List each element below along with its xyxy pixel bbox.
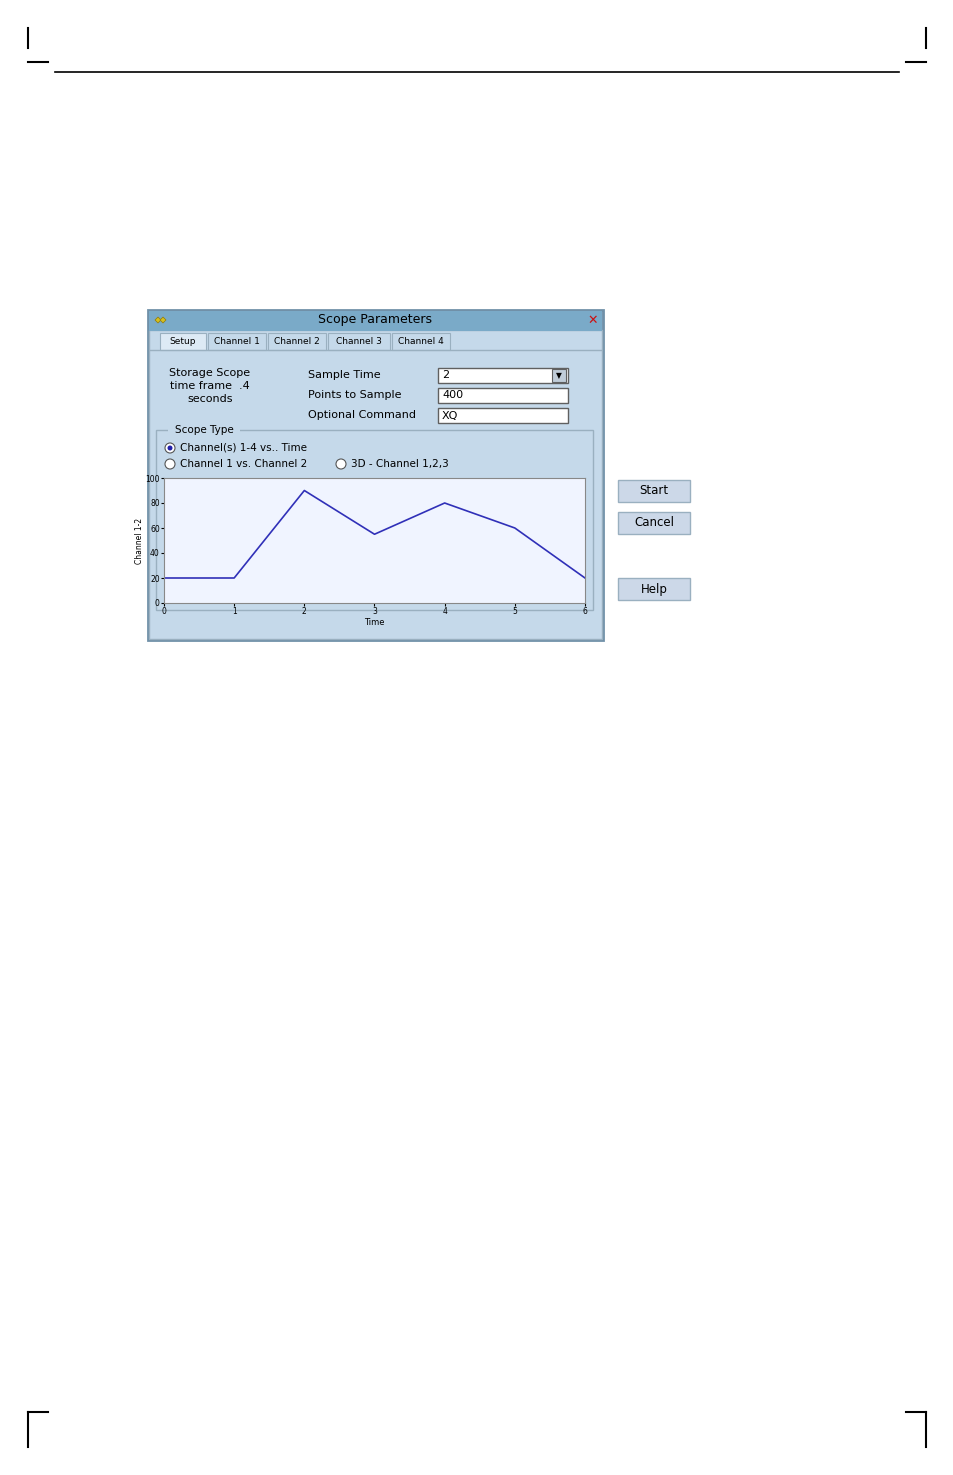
Bar <box>168 425 240 435</box>
Text: ▼: ▼ <box>556 372 561 381</box>
Circle shape <box>165 442 174 453</box>
Bar <box>160 333 206 350</box>
Bar <box>437 409 567 423</box>
Text: Channel 3: Channel 3 <box>335 336 381 347</box>
Bar <box>328 333 390 350</box>
Text: 2: 2 <box>441 370 449 381</box>
Bar <box>268 333 326 350</box>
Text: Sample Time: Sample Time <box>308 370 380 381</box>
Bar <box>437 367 567 384</box>
Text: XQ: XQ <box>441 410 457 420</box>
Text: time frame  .4: time frame .4 <box>170 381 250 391</box>
Bar <box>618 578 689 600</box>
Text: Channel 2: Channel 2 <box>274 336 319 347</box>
Text: Scope Parameters: Scope Parameters <box>318 314 432 326</box>
Text: Channel 4: Channel 4 <box>397 336 443 347</box>
Bar <box>208 333 266 350</box>
Text: Channel(s) 1-4 vs.. Time: Channel(s) 1-4 vs.. Time <box>180 442 307 453</box>
Text: 400: 400 <box>441 391 462 401</box>
Circle shape <box>165 459 174 469</box>
Text: Points to Sample: Points to Sample <box>308 391 401 401</box>
Text: Scope Type: Scope Type <box>174 425 233 435</box>
Bar <box>437 388 567 403</box>
Bar <box>149 330 601 639</box>
Text: Start: Start <box>639 484 668 497</box>
Text: Storage Scope: Storage Scope <box>170 367 251 378</box>
Text: Channel 1 vs. Channel 2: Channel 1 vs. Channel 2 <box>180 459 307 469</box>
Text: Help: Help <box>639 583 667 596</box>
Text: Setup: Setup <box>170 336 196 347</box>
Y-axis label: Channel 1-2: Channel 1-2 <box>134 518 144 563</box>
Circle shape <box>335 459 346 469</box>
Text: 3D - Channel 1,2,3: 3D - Channel 1,2,3 <box>351 459 448 469</box>
Text: Optional Command: Optional Command <box>308 410 416 420</box>
Bar <box>552 369 565 382</box>
Bar <box>156 431 593 611</box>
Bar <box>149 311 601 330</box>
Circle shape <box>168 445 172 450</box>
Bar <box>618 512 689 534</box>
Bar <box>618 479 689 502</box>
Text: Cancel: Cancel <box>634 516 673 530</box>
Polygon shape <box>160 317 166 323</box>
Bar <box>392 333 450 350</box>
Text: ✕: ✕ <box>587 314 598 326</box>
Bar <box>148 310 602 640</box>
Polygon shape <box>154 317 161 323</box>
Text: Channel 1: Channel 1 <box>213 336 259 347</box>
Text: seconds: seconds <box>187 394 233 404</box>
X-axis label: Time: Time <box>364 618 384 627</box>
